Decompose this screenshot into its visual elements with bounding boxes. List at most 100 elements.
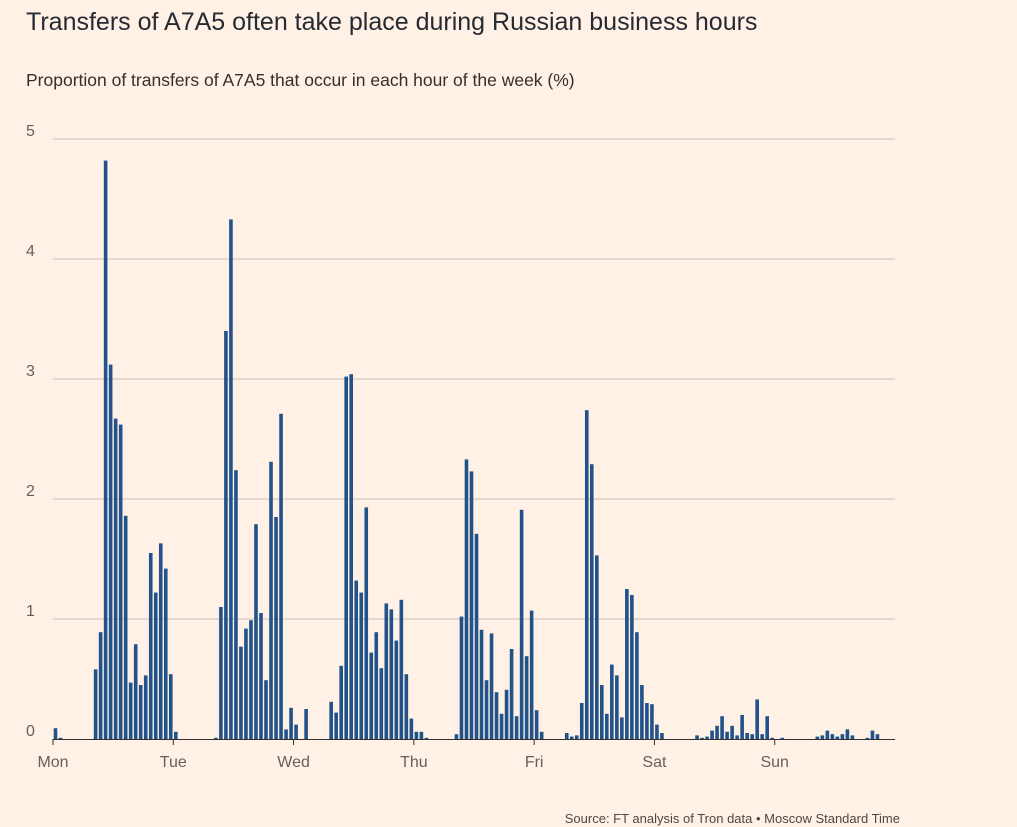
bar-hour-67 bbox=[389, 609, 394, 739]
bar-hour-18 bbox=[143, 675, 148, 739]
bar-hour-107 bbox=[589, 464, 594, 739]
bar-hour-163 bbox=[870, 730, 875, 739]
bar-hour-14 bbox=[123, 515, 128, 739]
bar-hour-110 bbox=[605, 713, 609, 739]
bar-hour-143 bbox=[770, 737, 775, 739]
bar-hour-94 bbox=[524, 656, 529, 739]
bar-hour-81 bbox=[459, 616, 464, 739]
bar-hour-33 bbox=[219, 607, 223, 739]
bar-hour-109 bbox=[600, 685, 604, 739]
bar-hour-80 bbox=[454, 734, 459, 739]
bar-hour-106 bbox=[584, 410, 589, 739]
bar-hour-0 bbox=[53, 728, 58, 739]
bar-hour-88 bbox=[494, 692, 499, 739]
bar-hour-11 bbox=[108, 364, 113, 739]
bar-hour-19 bbox=[148, 553, 153, 739]
bar-hour-61 bbox=[359, 592, 364, 739]
bar-hour-141 bbox=[760, 734, 764, 739]
bar-hour-90 bbox=[504, 689, 509, 739]
bar-hour-17 bbox=[138, 685, 143, 739]
bar-hour-104 bbox=[574, 735, 579, 739]
bar-hour-47 bbox=[289, 707, 293, 739]
bar-hour-157 bbox=[840, 734, 845, 739]
bar-hour-87 bbox=[489, 633, 494, 739]
bar-hour-140 bbox=[755, 699, 759, 739]
bar-hour-154 bbox=[825, 730, 830, 739]
axis-layer: 0 1 2 3 4 5 Mon Tue Wed Thu Fri Sat Sun bbox=[26, 123, 895, 771]
bar-hour-63 bbox=[369, 652, 374, 739]
bar-hour-21 bbox=[158, 543, 163, 739]
bar-hour-46 bbox=[284, 729, 288, 739]
bar-hour-133 bbox=[720, 716, 724, 739]
bar-hour-89 bbox=[499, 713, 504, 739]
y-tick-label: 3 bbox=[26, 363, 35, 380]
bar-hour-43 bbox=[269, 461, 273, 739]
bar-hour-139 bbox=[750, 734, 754, 739]
bar-hour-96 bbox=[534, 710, 539, 739]
bar-hour-39 bbox=[249, 620, 253, 739]
bar-hour-83 bbox=[469, 471, 474, 739]
x-tick-label: Tue bbox=[160, 754, 187, 771]
grid-layer bbox=[53, 138, 895, 620]
bar-hour-44 bbox=[274, 517, 278, 739]
bar-hour-35 bbox=[229, 219, 233, 739]
bar-hour-118 bbox=[645, 703, 649, 739]
y-tick-label: 0 bbox=[26, 723, 35, 740]
bar-hour-155 bbox=[830, 734, 835, 739]
bar-hour-62 bbox=[364, 507, 369, 739]
bar-hour-84 bbox=[474, 533, 479, 739]
x-tick-label: Fri bbox=[525, 754, 544, 771]
bar-hour-120 bbox=[655, 724, 659, 739]
bar-hour-58 bbox=[344, 376, 348, 739]
bar-hour-57 bbox=[339, 665, 343, 739]
bar-hour-41 bbox=[259, 613, 263, 739]
bar-hour-70 bbox=[404, 674, 409, 739]
bar-hour-42 bbox=[264, 680, 268, 739]
bar-hour-95 bbox=[529, 610, 534, 739]
bar-hour-131 bbox=[710, 730, 714, 739]
bar-hour-132 bbox=[715, 725, 719, 739]
bar-hour-142 bbox=[765, 716, 769, 739]
bar-hour-145 bbox=[780, 737, 785, 739]
bar-hour-158 bbox=[845, 729, 850, 739]
bar-hour-34 bbox=[224, 331, 228, 739]
bar-hour-113 bbox=[620, 717, 624, 739]
bar-hour-108 bbox=[594, 555, 599, 739]
bar-hour-105 bbox=[579, 703, 584, 739]
bar-hour-92 bbox=[514, 716, 519, 739]
bar-hour-129 bbox=[700, 737, 704, 739]
bar-hour-45 bbox=[279, 413, 283, 739]
chart-title: Transfers of A7A5 often take place durin… bbox=[26, 8, 758, 36]
bar-hour-32 bbox=[214, 737, 218, 739]
bar-hour-40 bbox=[254, 524, 258, 739]
y-tick-label: 4 bbox=[26, 243, 35, 260]
bar-hour-56 bbox=[334, 712, 338, 739]
bar-hour-9 bbox=[98, 632, 103, 739]
bar-hour-23 bbox=[168, 674, 173, 739]
bar-hour-82 bbox=[464, 459, 469, 739]
bar-hour-37 bbox=[239, 646, 243, 739]
bar-hour-136 bbox=[735, 735, 739, 739]
bar-hour-115 bbox=[630, 595, 634, 739]
bar-hour-103 bbox=[569, 736, 574, 739]
source-note: Source: FT analysis of Tron data • Mosco… bbox=[564, 811, 900, 826]
x-tick-label: Sun bbox=[760, 754, 788, 771]
bar-hour-71 bbox=[409, 718, 414, 739]
bar-hour-111 bbox=[610, 664, 614, 739]
bar-hour-164 bbox=[875, 734, 880, 739]
bar-hour-64 bbox=[374, 632, 379, 739]
y-tick-label: 2 bbox=[26, 483, 35, 500]
bar-hour-72 bbox=[414, 731, 419, 739]
bar-hour-50 bbox=[304, 709, 308, 739]
bar-hour-91 bbox=[509, 649, 514, 739]
bar-hour-119 bbox=[650, 704, 654, 739]
x-tick-label: Sat bbox=[642, 754, 667, 771]
bar-hour-68 bbox=[394, 640, 399, 739]
bar-hour-15 bbox=[128, 682, 133, 739]
bar-hour-73 bbox=[419, 731, 424, 739]
x-tick-label: Thu bbox=[400, 754, 428, 771]
bar-hour-114 bbox=[625, 589, 629, 739]
bar-hour-162 bbox=[865, 737, 870, 739]
bar-hour-159 bbox=[850, 735, 855, 739]
bar-hour-60 bbox=[354, 580, 359, 739]
